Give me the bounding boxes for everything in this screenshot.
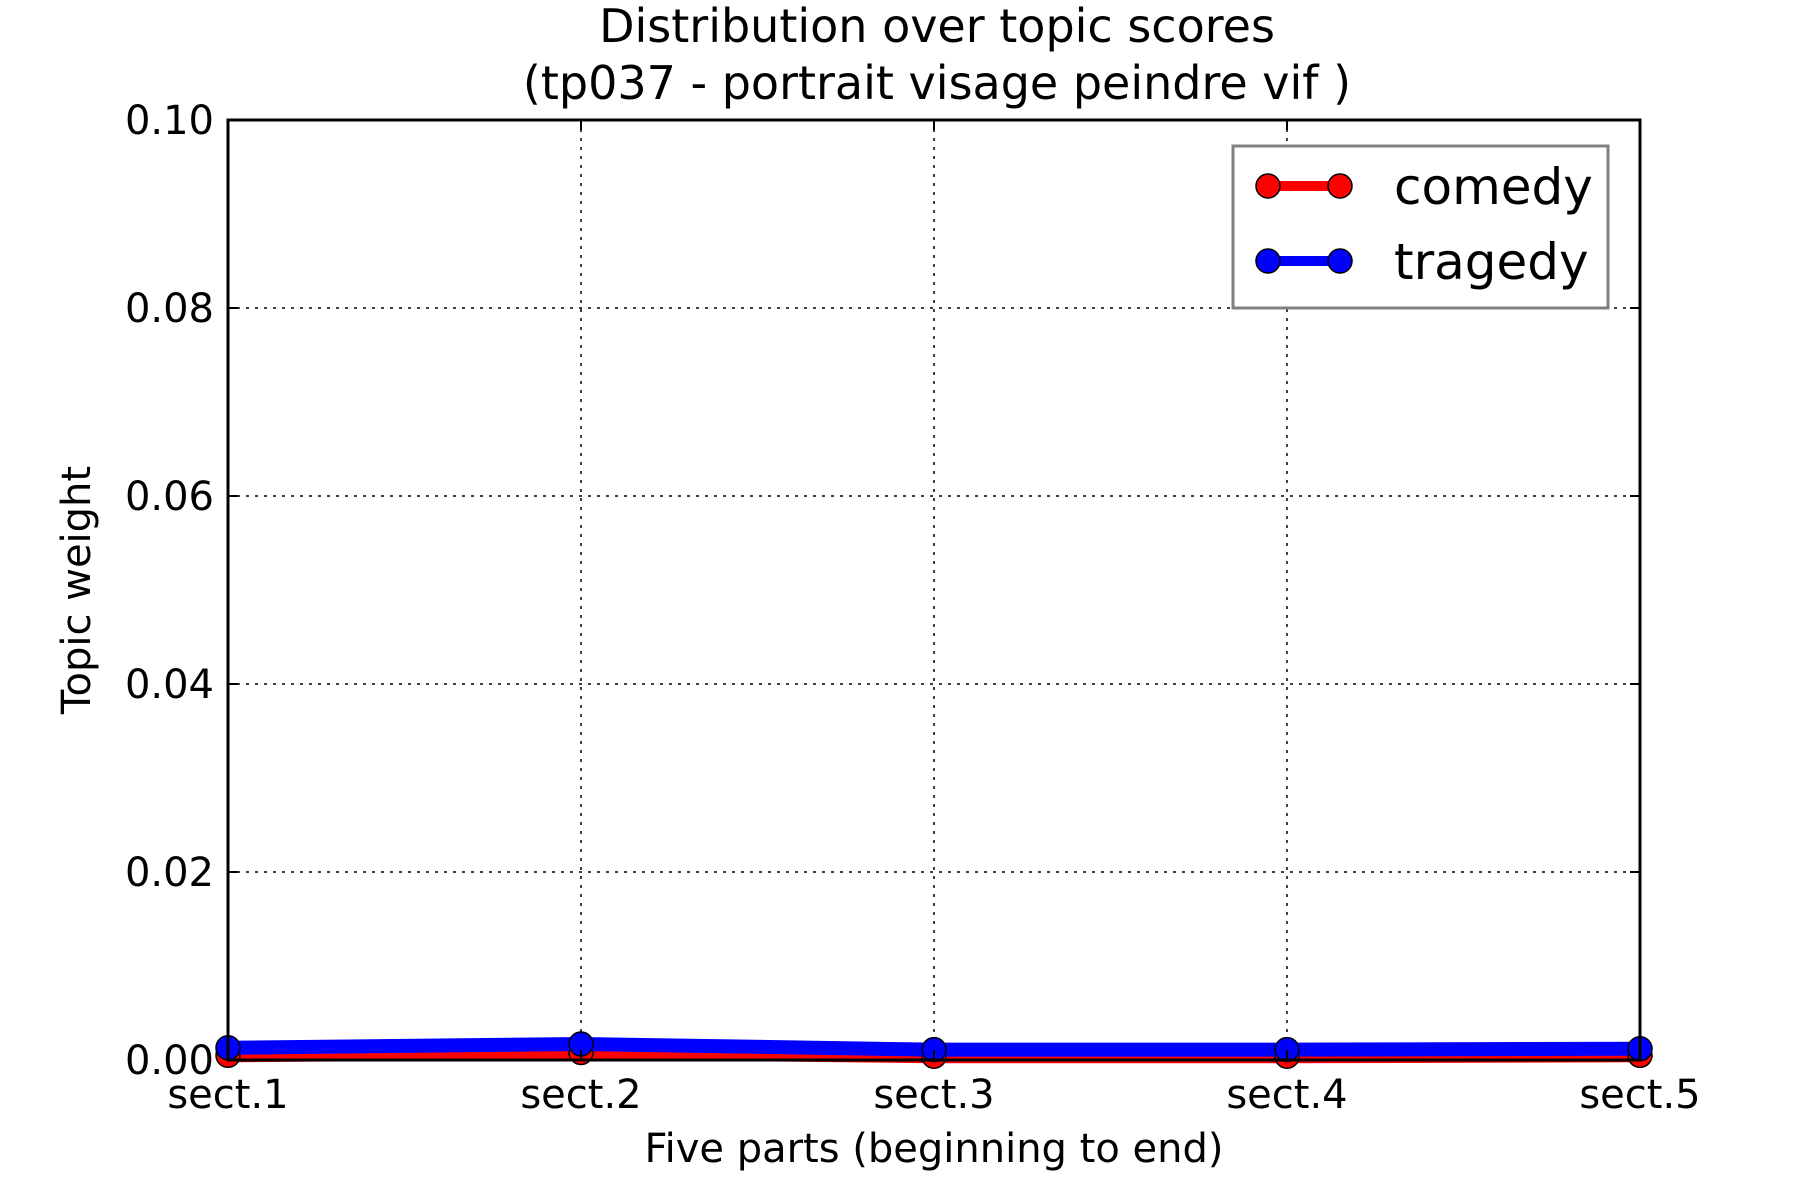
plot-frame: [226, 118, 1642, 1062]
legend-label-comedy: comedy: [1394, 158, 1593, 216]
grid: [228, 120, 1640, 1060]
chart-subtitle: (tp037 - portrait visage peindre vif ): [523, 56, 1351, 110]
data-point-tragedy: [1274, 1036, 1300, 1063]
y-tick-label: 0.10: [125, 98, 214, 144]
y-tick-label: 0.04: [125, 662, 214, 708]
ticks: sect.1 sect.2 sect.3 sect.4 sect.5 0.00 0.02 0.…: [125, 98, 1701, 1118]
x-tick-label: sect.5: [1579, 1072, 1700, 1118]
legend-marker-comedy: [1255, 173, 1281, 199]
data-point-tragedy: [921, 1036, 947, 1063]
chart-title: Distribution over topic scores: [599, 0, 1275, 53]
legend-label-tragedy: tragedy: [1394, 233, 1589, 291]
y-axis-label: Topic weight: [54, 466, 100, 715]
y-tick-label: 0.02: [125, 850, 214, 896]
legend: comedy tragedy: [1231, 144, 1610, 310]
x-tick-label: sect.2: [520, 1072, 641, 1118]
legend-marker-tragedy: [1255, 248, 1281, 274]
legend-marker-tragedy: [1327, 248, 1353, 274]
x-tick-label: sect.1: [167, 1072, 288, 1118]
legend-marker-comedy: [1327, 173, 1353, 199]
y-tick-label: 0.00: [125, 1038, 214, 1084]
y-tick-label: 0.06: [125, 474, 214, 520]
x-axis-label: Five parts (beginning to end): [644, 1126, 1223, 1172]
legend-box: [1231, 144, 1610, 310]
x-tick-label: sect.3: [873, 1072, 994, 1118]
x-tick-label: sect.4: [1226, 1072, 1347, 1118]
y-tick-label: 0.08: [125, 286, 214, 332]
